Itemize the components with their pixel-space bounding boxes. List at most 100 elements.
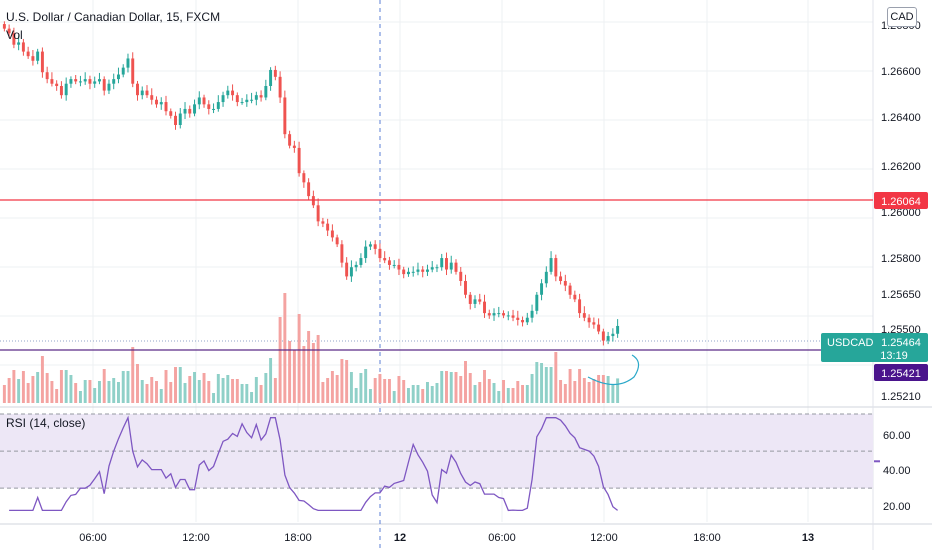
- candle-body: [397, 264, 401, 270]
- volume-bar: [59, 370, 63, 403]
- time-tick: 18:00: [284, 532, 312, 544]
- time-tick: 06:00: [79, 532, 107, 544]
- candle: [535, 292, 539, 315]
- time-tick: 12:00: [590, 532, 618, 544]
- candle: [55, 80, 59, 91]
- candle-body: [473, 299, 477, 304]
- volume-bar: [525, 385, 529, 403]
- candle-body: [406, 271, 410, 275]
- volume-bar: [221, 378, 225, 403]
- candle: [568, 282, 572, 299]
- candle: [578, 293, 582, 318]
- candle: [468, 292, 472, 310]
- candle: [245, 94, 249, 107]
- volume-bar: [131, 347, 135, 403]
- candle: [435, 264, 439, 273]
- volume-bar: [487, 379, 491, 403]
- candle-body: [197, 97, 201, 105]
- candle: [278, 71, 282, 103]
- time-tick: 12: [394, 532, 406, 544]
- candle-body: [421, 269, 425, 272]
- candle: [521, 316, 525, 327]
- support-badge-text: 1.25421: [881, 368, 921, 380]
- volume-bar: [421, 389, 425, 403]
- rsi-tick: 40.00: [883, 465, 911, 477]
- candle: [169, 108, 173, 119]
- currency-button[interactable]: CAD: [887, 7, 917, 27]
- candles[interactable]: [2, 21, 620, 346]
- volume-bar: [378, 374, 382, 403]
- candle-body: [492, 313, 496, 316]
- candle-body: [140, 90, 144, 96]
- candle-body: [368, 244, 372, 247]
- candle-body: [387, 260, 391, 265]
- candle-body: [50, 79, 54, 84]
- volume-bar: [136, 364, 139, 403]
- volume-bar: [159, 389, 163, 403]
- candle-body: [155, 99, 158, 105]
- price-tick: 1.26000: [881, 207, 921, 219]
- candle: [544, 266, 548, 288]
- candle: [511, 309, 515, 322]
- candle: [297, 141, 301, 177]
- candle: [445, 252, 448, 276]
- volume-bar: [254, 377, 258, 403]
- volume-bar: [535, 362, 539, 403]
- volume-bar: [454, 372, 458, 403]
- candle-body: [121, 67, 125, 75]
- candle: [193, 99, 197, 117]
- horizontal-levels[interactable]: [0, 199, 873, 386]
- volume-bar: [335, 375, 339, 403]
- candle-body: [478, 299, 482, 302]
- candle-body: [606, 336, 610, 341]
- volume-bar: [164, 370, 168, 403]
- candle-body: [145, 90, 149, 96]
- resistance-badge-bg: [874, 192, 928, 209]
- candle: [307, 178, 311, 201]
- volume-bar: [259, 385, 263, 403]
- candle-body: [378, 248, 382, 259]
- candle-body: [587, 317, 591, 323]
- candle-body: [273, 69, 277, 77]
- candle: [402, 266, 406, 279]
- volume-bar: [597, 375, 601, 403]
- volume-bar: [578, 369, 582, 403]
- candle-body: [416, 269, 420, 272]
- volume-bar: [140, 380, 144, 403]
- volume-bar: [69, 375, 73, 403]
- volume-bar: [88, 380, 92, 403]
- volume-bar: [283, 293, 287, 403]
- candle-body: [17, 42, 21, 45]
- volume-bar: [516, 381, 520, 403]
- volume-bar: [549, 367, 553, 403]
- candle-body: [131, 58, 135, 84]
- candle: [292, 140, 296, 153]
- volume-bar: [212, 393, 216, 403]
- candle-body: [525, 317, 529, 323]
- candle: [611, 328, 615, 342]
- volume-bar: [430, 386, 434, 403]
- volume-bar: [297, 314, 301, 403]
- candle-body: [254, 95, 258, 100]
- rsi-last-marker: [874, 460, 880, 463]
- candle: [502, 310, 506, 319]
- rsi-line: [9, 415, 619, 512]
- volume-bar: [530, 374, 534, 403]
- volume-bar: [93, 388, 97, 403]
- volume-bar: [292, 350, 296, 403]
- candle-body: [297, 147, 301, 174]
- candle-body: [616, 325, 620, 334]
- candle-body: [535, 294, 539, 311]
- volume-bar: [411, 385, 415, 403]
- candle-body: [31, 56, 35, 61]
- candle-body: [316, 205, 320, 222]
- volume-bar: [464, 361, 467, 403]
- candle-body: [159, 102, 163, 105]
- candle-body: [359, 258, 363, 265]
- volume-bar: [459, 376, 463, 403]
- candle-body: [126, 58, 130, 68]
- candle-body: [364, 246, 368, 259]
- candle: [530, 304, 534, 323]
